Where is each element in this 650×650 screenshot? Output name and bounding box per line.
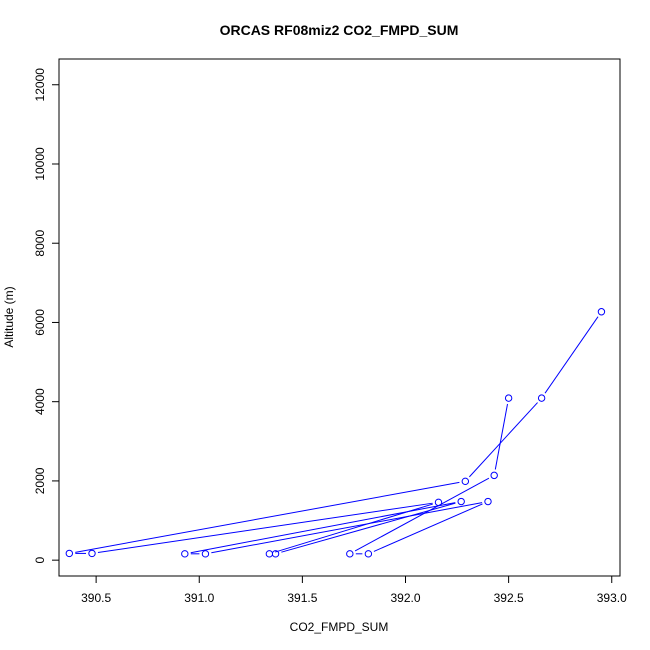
x-tick-label: 393.0 — [597, 591, 627, 605]
series-segment — [190, 502, 456, 554]
data-point — [490, 471, 498, 480]
series-segment — [494, 403, 509, 470]
series-points — [65, 308, 606, 558]
data-point — [346, 550, 354, 558]
series-segment — [211, 502, 483, 554]
x-tick-label: 390.5 — [81, 591, 111, 605]
data-point — [504, 394, 513, 402]
y-tick-label: 4000 — [33, 388, 47, 415]
series-segment — [97, 502, 433, 554]
data-point — [88, 549, 96, 558]
x-axis-label: CO2_FMPD_SUM — [290, 620, 389, 634]
y-tick-label: 6000 — [33, 309, 47, 336]
data-point — [457, 497, 465, 506]
data-point — [271, 550, 280, 558]
x-tick-label: 391.5 — [287, 591, 317, 605]
data-point — [484, 497, 492, 506]
series-lines — [75, 316, 599, 555]
data-point — [181, 550, 189, 558]
series-segment — [373, 503, 483, 552]
data-point — [434, 498, 443, 507]
series-segment — [544, 316, 599, 394]
y-tick-label: 12000 — [33, 68, 47, 102]
y-tick-label: 10000 — [33, 147, 47, 181]
series-segment — [354, 477, 490, 552]
data-point — [65, 549, 74, 558]
series-segment — [75, 481, 460, 553]
y-axis: 0 2000 4000 6000 8000 10000 12000 — [33, 68, 60, 563]
x-axis: 390.5 391.0 391.5 392.0 392.5 393.0 — [81, 575, 627, 605]
series-segment — [468, 402, 538, 478]
data-point — [461, 477, 470, 486]
x-tick-label: 391.0 — [184, 591, 214, 605]
y-axis-label: Altitude (m) — [2, 286, 16, 347]
data-point — [597, 308, 606, 316]
series-segment — [281, 502, 456, 553]
y-tick-label: 2000 — [33, 467, 47, 494]
data-point — [201, 550, 210, 558]
chart-title: ORCAS RF08miz2 CO2_FMPD_SUM — [220, 22, 459, 38]
data-point — [364, 550, 373, 558]
data-point — [537, 394, 546, 402]
y-tick-label: 8000 — [33, 230, 47, 257]
y-tick-label: 0 — [33, 556, 47, 563]
x-tick-label: 392.5 — [494, 591, 524, 605]
x-tick-label: 392.0 — [390, 591, 420, 605]
